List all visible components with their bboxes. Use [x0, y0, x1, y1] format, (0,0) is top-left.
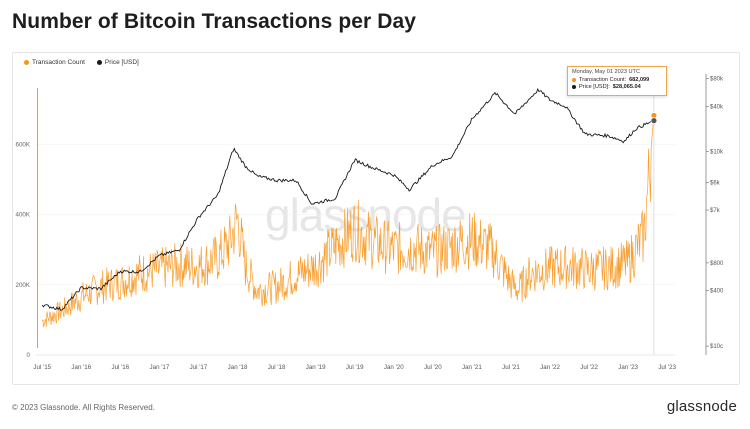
legend-transaction-count-label: Transaction Count — [32, 59, 85, 66]
footer-copyright: © 2023 Glassnode. All Rights Reserved. — [12, 403, 155, 412]
x-tick-label: Jan '20 — [384, 364, 404, 371]
x-tick-label: Jul '22 — [580, 364, 598, 371]
tooltip-transactions-value: 682,099 — [629, 76, 650, 83]
x-tick-label: Jan '16 — [71, 364, 91, 371]
y-right-tick-label: $80k — [710, 77, 724, 83]
x-tick-label: Jan '22 — [540, 364, 560, 371]
y-right-tick-label: $6k — [710, 180, 721, 186]
tooltip-date: Monday, May 01 2023 UTC — [572, 69, 640, 75]
legend-transaction-count[interactable]: Transaction Count — [24, 59, 85, 66]
tooltip-transactions-label: Transaction Count: — [579, 76, 627, 83]
chart-tooltip: Monday, May 01 2023 UTC Transaction Coun… — [567, 66, 667, 96]
series-price-line[interactable] — [41, 87, 655, 311]
x-tick-label: Jul '15 — [33, 364, 51, 371]
x-tick-label: Jan '23 — [618, 364, 638, 371]
y-left-tick-label: 0 — [27, 352, 31, 359]
tooltip-price-value: $28,065.04 — [612, 84, 641, 90]
y-left-tick-label: 400K — [16, 212, 31, 219]
y-right-tick-label: $10c — [710, 344, 723, 350]
x-tick-label: Jul '17 — [190, 364, 208, 371]
legend-transaction-count-dot — [24, 60, 29, 65]
x-tick-label: Jul '16 — [112, 364, 130, 371]
x-tick-label: Jan '18 — [228, 364, 248, 371]
x-tick-label: Jul '18 — [268, 364, 286, 371]
x-tick-label: Jul '21 — [502, 364, 520, 371]
y-right-tick-label: $400 — [710, 289, 724, 295]
x-tick-label: Jul '19 — [346, 364, 364, 371]
y-left-tick-label: 200K — [16, 282, 31, 289]
chart-legend: Transaction Count Price [USD] — [24, 59, 139, 66]
tooltip-row-price: Price [USD]: $28,065.04 — [572, 84, 662, 90]
legend-price-dot — [96, 60, 102, 65]
y-right-tick-label: $10k — [710, 149, 724, 155]
x-tick-label: Jan '17 — [150, 364, 170, 371]
x-tick-label: Jul '20 — [424, 364, 442, 371]
x-tick-label: Jul '23 — [658, 364, 676, 371]
y-right-tick-label: $40k — [710, 104, 724, 110]
y-right-tick-label: $800 — [710, 261, 724, 267]
tooltip-row-transactions: Transaction Count: 682,099 — [572, 77, 662, 83]
page-title: Number of Bitcoin Transactions per Day — [12, 10, 417, 33]
x-tick-label: Jan '21 — [462, 364, 482, 371]
series-transaction-count-line[interactable] — [41, 115, 655, 328]
legend-price[interactable]: Price [USD] — [96, 59, 139, 66]
tooltip-price-dot — [572, 85, 576, 89]
tooltip-transactions-dot — [572, 77, 576, 82]
chart-card — [12, 52, 740, 385]
hover-marker-price — [650, 117, 658, 125]
y-right-tick-label: $7k — [710, 208, 721, 214]
y-left-tick-label: 600K — [16, 141, 31, 148]
x-tick-label: Jan '19 — [306, 364, 326, 371]
footer-brand-logo[interactable]: glassnode — [666, 398, 737, 415]
tooltip-price-label: Price [USD]: — [579, 84, 610, 90]
legend-price-label: Price [USD] — [104, 59, 139, 66]
